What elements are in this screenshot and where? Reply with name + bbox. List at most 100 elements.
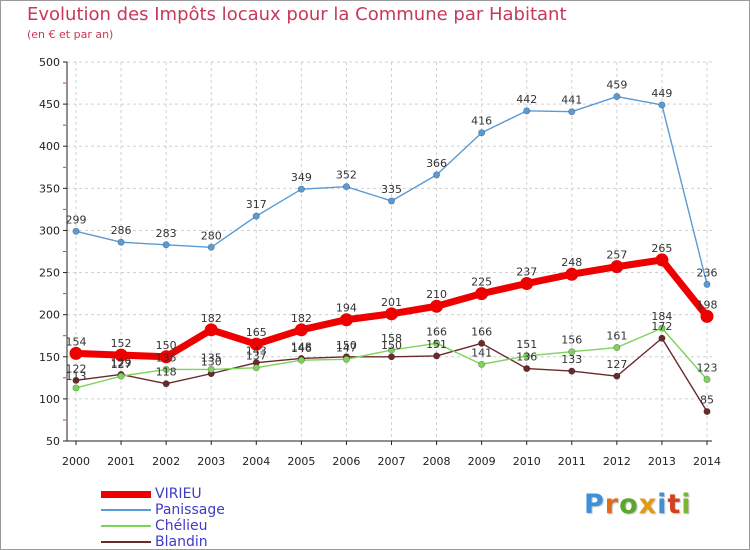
data-label-panissage: 280	[201, 229, 222, 242]
data-label-virieu: 198	[697, 298, 718, 311]
data-label-virieu: 150	[156, 339, 177, 352]
logo-letter: i	[681, 489, 692, 520]
legend-label-chelieu: Chélieu	[155, 518, 208, 534]
data-point-chelieu	[658, 324, 666, 332]
data-point-virieu	[204, 323, 218, 337]
y-tick-label: 400	[39, 140, 60, 153]
plot-area	[67, 62, 712, 441]
data-label-virieu: 237	[516, 266, 537, 279]
logo-letter: r	[604, 489, 620, 520]
data-label-chelieu: 127	[111, 358, 132, 371]
data-label-chelieu: 158	[381, 332, 402, 345]
data-label-blandin: 136	[516, 351, 537, 364]
data-label-chelieu: 123	[697, 362, 718, 375]
data-label-blandin: 151	[426, 338, 447, 351]
chart-subtitle: (en € et par an)	[27, 28, 114, 41]
data-point-virieu	[339, 313, 353, 327]
data-label-virieu: 182	[291, 312, 312, 325]
data-point-panissage	[613, 93, 621, 101]
data-point-chelieu	[342, 355, 350, 363]
x-tick-label: 2014	[693, 455, 721, 468]
data-point-panissage	[658, 101, 666, 109]
x-tick-label: 2000	[62, 455, 90, 468]
data-label-panissage: 416	[471, 115, 492, 128]
series-lines	[69, 93, 714, 416]
data-label-blandin: 133	[561, 353, 582, 366]
data-label-virieu: 194	[336, 302, 357, 315]
data-label-chelieu: 151	[516, 338, 537, 351]
x-tick-label: 2004	[242, 455, 270, 468]
x-tick-label: 2012	[603, 455, 631, 468]
data-point-virieu	[385, 307, 398, 321]
data-label-virieu: 154	[66, 335, 87, 348]
data-label-panissage: 317	[246, 198, 267, 211]
legend-swatch-chelieu	[101, 525, 151, 527]
data-label-blandin: 150	[336, 339, 357, 352]
legend-label-virieu: VIRIEU	[155, 486, 202, 502]
data-point-chelieu	[478, 360, 486, 368]
y-tick-label: 200	[39, 309, 60, 322]
legend-label-blandin: Blandin	[155, 534, 208, 550]
data-point-chelieu	[117, 372, 125, 380]
y-tick-label: 50	[46, 435, 60, 448]
logo-letter: P	[584, 489, 605, 520]
data-label-virieu: 165	[246, 326, 267, 339]
data-label-panissage: 449	[651, 87, 672, 100]
chart-title: Evolution des Impôts locaux pour la Comm…	[27, 4, 567, 25]
data-point-virieu	[69, 346, 83, 360]
data-point-chelieu	[523, 352, 531, 360]
data-label-blandin: 172	[651, 320, 672, 333]
logo-letter: i	[657, 489, 668, 520]
data-label-panissage: 335	[381, 183, 402, 196]
data-label-chelieu: 161	[606, 330, 627, 343]
data-label-panissage: 441	[561, 94, 582, 107]
data-point-blandin	[568, 367, 576, 375]
x-tick-label: 2007	[378, 455, 406, 468]
y-tick-label: 450	[39, 98, 60, 111]
data-point-virieu	[565, 267, 579, 281]
data-point-chelieu	[387, 346, 395, 354]
data-label-virieu: 248	[561, 256, 582, 269]
data-label-panissage: 283	[156, 227, 177, 240]
data-label-panissage: 286	[111, 224, 132, 237]
data-label-panissage: 349	[291, 171, 312, 184]
data-point-panissage	[252, 212, 260, 220]
data-point-virieu	[249, 337, 263, 351]
data-label-panissage: 236	[697, 266, 718, 279]
data-label-blandin: 129	[111, 356, 132, 369]
data-point-virieu	[114, 348, 128, 362]
data-label-chelieu: 137	[246, 350, 267, 363]
data-point-panissage	[342, 183, 350, 191]
x-tick-label: 2011	[558, 455, 586, 468]
data-point-chelieu	[433, 339, 441, 347]
data-label-panissage: 299	[66, 213, 87, 226]
proxiti-logo: Proxiti	[584, 489, 692, 520]
data-point-blandin	[703, 408, 711, 416]
data-point-virieu	[159, 350, 173, 364]
x-tick-label: 2010	[513, 455, 541, 468]
data-label-blandin: 127	[606, 358, 627, 371]
data-point-chelieu	[568, 348, 576, 356]
data-label-chelieu: 184	[651, 310, 672, 323]
data-label-chelieu: 147	[336, 341, 357, 354]
data-point-chelieu	[613, 344, 621, 352]
x-tick-label: 2009	[468, 455, 496, 468]
data-label-chelieu: 146	[291, 342, 312, 355]
grid	[67, 61, 712, 442]
legend-label-panissage: Panissage	[155, 502, 225, 518]
data-point-virieu	[610, 260, 624, 274]
data-point-panissage	[72, 227, 80, 235]
x-tick-label: 2001	[107, 455, 135, 468]
data-label-chelieu: 141	[471, 346, 492, 359]
data-label-virieu: 265	[651, 242, 672, 255]
data-label-blandin: 166	[471, 325, 492, 338]
data-label-blandin: 85	[700, 394, 714, 407]
data-point-blandin	[162, 380, 170, 388]
data-label-virieu: 182	[201, 312, 222, 325]
data-point-chelieu	[297, 356, 305, 364]
data-point-blandin	[613, 372, 621, 380]
data-label-virieu: 210	[426, 288, 447, 301]
data-label-virieu: 225	[471, 276, 492, 289]
data-point-blandin	[658, 334, 666, 342]
